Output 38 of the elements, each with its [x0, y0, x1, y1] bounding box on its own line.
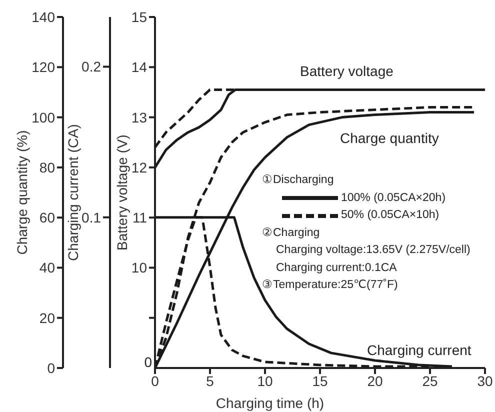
- y-tick-label: 120: [32, 59, 56, 76]
- annotation: Charging current:0.1CA: [275, 260, 398, 276]
- annotation: Charging voltage:13.65V (2.275V/cell): [275, 243, 470, 258]
- y-tick-label: 80: [39, 159, 56, 176]
- y-tick-label: 0: [47, 360, 56, 376]
- x-tick-label: 30: [477, 372, 493, 389]
- y3-axis-title: Battery voltage (V): [114, 134, 130, 250]
- annotation: Battery voltage: [300, 63, 394, 79]
- annotation: Charge quantity: [340, 130, 439, 146]
- y3-tick-label: 11: [132, 210, 148, 226]
- x-axis-title: Charging time (h): [216, 395, 324, 411]
- legend-title: ①Discharging: [262, 173, 335, 188]
- y3-tick-label: 12: [131, 159, 148, 176]
- text: 0: [143, 354, 152, 370]
- y-tick-label: 40: [39, 260, 56, 276]
- x-tick-label: 15: [312, 372, 328, 389]
- y2-tick-label: 0.2: [82, 58, 102, 75]
- y3-tick-label: 13: [131, 109, 148, 126]
- legend-label: 50% (0.05CA×10h): [341, 208, 440, 223]
- x-tick-label: 25: [422, 372, 438, 389]
- annotation: ③Temperature:25℃(77˚F): [262, 278, 399, 293]
- annotation: Charging current: [367, 342, 472, 358]
- y-tick-label: 60: [39, 210, 56, 226]
- y3-tick-label: 10: [131, 260, 148, 276]
- x-tick-label: 20: [367, 372, 383, 389]
- y3-tick-label: 15: [131, 8, 148, 25]
- annotation: ②Charging: [262, 226, 321, 240]
- x-tick-label: 10: [257, 372, 273, 389]
- legend-label: 100% (0.05CA×20h): [341, 190, 446, 206]
- x-tick-label: 5: [206, 372, 214, 389]
- y-tick-label: 100: [32, 109, 56, 126]
- y-axis-title: Charge quantity (%): [14, 130, 30, 255]
- x-tick-label: 0: [151, 372, 160, 389]
- y2-axis-title: Charging current (CA): [64, 124, 81, 261]
- y-tick-label: 140: [32, 8, 56, 25]
- y2-tick-label: 0.1: [82, 209, 102, 226]
- y3-tick-label: 14: [131, 59, 148, 76]
- y-tick-label: 20: [39, 310, 56, 326]
